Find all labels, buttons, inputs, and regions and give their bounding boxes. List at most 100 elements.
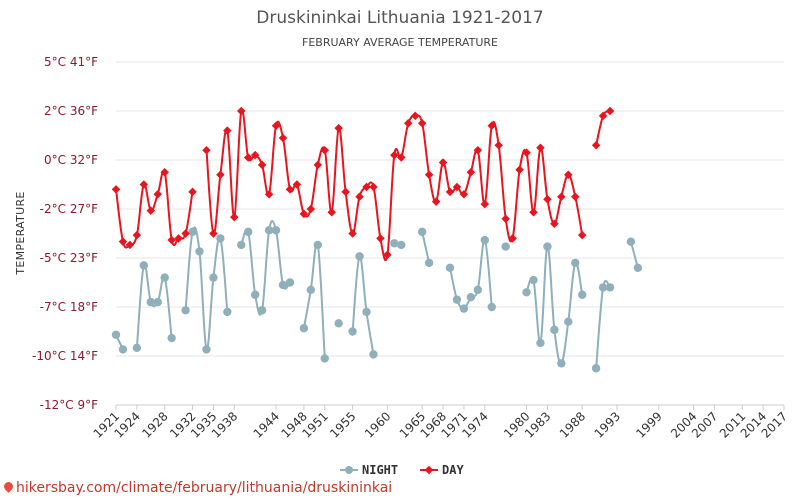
- day-point[interactable]: [536, 143, 545, 152]
- night-point[interactable]: [111, 330, 121, 339]
- legend[interactable]: NIGHT DAY: [340, 463, 464, 477]
- day-point[interactable]: [438, 158, 448, 167]
- day-point[interactable]: [404, 119, 413, 128]
- day-point[interactable]: [278, 133, 288, 143]
- night-point[interactable]: [459, 304, 469, 313]
- day-point[interactable]: [174, 234, 183, 243]
- day-point[interactable]: [334, 123, 343, 133]
- night-point[interactable]: [132, 343, 142, 353]
- day-point[interactable]: [160, 168, 169, 177]
- day-point[interactable]: [348, 229, 357, 238]
- day-point[interactable]: [494, 141, 503, 150]
- day-point[interactable]: [153, 190, 162, 199]
- day-point[interactable]: [320, 145, 329, 155]
- night-point[interactable]: [271, 226, 281, 235]
- night-point[interactable]: [209, 273, 218, 282]
- day-point[interactable]: [369, 182, 378, 192]
- night-point[interactable]: [564, 317, 573, 326]
- day-point[interactable]: [209, 229, 218, 238]
- day-point[interactable]: [376, 234, 385, 243]
- night-point[interactable]: [278, 280, 288, 290]
- day-point[interactable]: [459, 190, 469, 199]
- night-point[interactable]: [181, 306, 190, 315]
- day-point[interactable]: [410, 111, 420, 121]
- day-point[interactable]: [557, 192, 566, 201]
- day-point[interactable]: [487, 121, 496, 130]
- night-point[interactable]: [466, 293, 476, 302]
- night-point[interactable]: [417, 227, 427, 237]
- day-point[interactable]: [139, 180, 149, 189]
- day-point[interactable]: [591, 141, 601, 150]
- source-link[interactable]: hikersbay.com/climate/february/lithuania…: [2, 480, 392, 496]
- day-point[interactable]: [188, 187, 197, 197]
- night-point[interactable]: [550, 325, 559, 335]
- night-point[interactable]: [480, 235, 489, 245]
- night-point[interactable]: [445, 263, 455, 272]
- night-point[interactable]: [118, 345, 128, 354]
- day-point[interactable]: [237, 106, 246, 116]
- day-point[interactable]: [445, 187, 455, 197]
- night-point[interactable]: [139, 261, 149, 270]
- night-point[interactable]: [529, 275, 538, 285]
- night-point[interactable]: [167, 333, 176, 343]
- night-point[interactable]: [299, 324, 309, 333]
- night-point[interactable]: [188, 227, 197, 237]
- day-point[interactable]: [362, 182, 371, 192]
- day-point[interactable]: [271, 121, 281, 130]
- night-point[interactable]: [348, 327, 357, 336]
- night-point[interactable]: [313, 240, 322, 250]
- day-point[interactable]: [257, 160, 267, 170]
- night-point[interactable]: [578, 290, 587, 299]
- night-point[interactable]: [146, 297, 155, 307]
- legend-item-night[interactable]: NIGHT: [340, 463, 398, 477]
- night-point[interactable]: [369, 350, 378, 359]
- night-point[interactable]: [202, 345, 211, 354]
- night-point[interactable]: [390, 239, 399, 248]
- night-point[interactable]: [397, 240, 406, 250]
- day-point[interactable]: [390, 150, 399, 160]
- night-point[interactable]: [501, 242, 510, 251]
- night-point[interactable]: [536, 338, 545, 348]
- day-point[interactable]: [167, 235, 176, 245]
- day-point[interactable]: [417, 119, 427, 128]
- day-point[interactable]: [285, 185, 295, 194]
- day-point[interactable]: [466, 168, 476, 177]
- night-point[interactable]: [257, 306, 267, 315]
- night-point[interactable]: [522, 288, 531, 297]
- night-point[interactable]: [195, 247, 204, 256]
- night-point[interactable]: [306, 285, 316, 295]
- day-point[interactable]: [250, 150, 260, 160]
- night-point[interactable]: [605, 283, 615, 292]
- day-point[interactable]: [216, 170, 225, 179]
- night-point[interactable]: [473, 285, 483, 295]
- day-point[interactable]: [355, 192, 364, 201]
- night-point[interactable]: [557, 359, 566, 368]
- day-point[interactable]: [146, 206, 156, 215]
- day-point[interactable]: [306, 204, 316, 214]
- day-point[interactable]: [543, 194, 552, 204]
- day-point[interactable]: [473, 145, 483, 155]
- day-point[interactable]: [230, 212, 239, 222]
- legend-item-day[interactable]: DAY: [420, 463, 464, 477]
- day-point[interactable]: [264, 190, 274, 199]
- night-point[interactable]: [355, 252, 364, 261]
- day-point[interactable]: [111, 185, 121, 194]
- night-point[interactable]: [285, 278, 295, 287]
- night-point[interactable]: [487, 302, 496, 312]
- day-point[interactable]: [341, 187, 350, 197]
- day-point[interactable]: [577, 230, 587, 240]
- day-point[interactable]: [299, 209, 309, 219]
- night-point[interactable]: [250, 290, 260, 299]
- day-point[interactable]: [243, 153, 253, 162]
- night-point[interactable]: [626, 237, 636, 246]
- night-point[interactable]: [223, 307, 232, 317]
- day-point[interactable]: [571, 192, 580, 201]
- day-point[interactable]: [501, 214, 510, 224]
- day-point[interactable]: [480, 199, 490, 209]
- night-point[interactable]: [598, 283, 608, 292]
- night-point[interactable]: [244, 227, 253, 237]
- night-point[interactable]: [237, 240, 246, 250]
- night-point[interactable]: [452, 295, 462, 304]
- night-point[interactable]: [633, 263, 643, 272]
- day-point[interactable]: [515, 165, 524, 175]
